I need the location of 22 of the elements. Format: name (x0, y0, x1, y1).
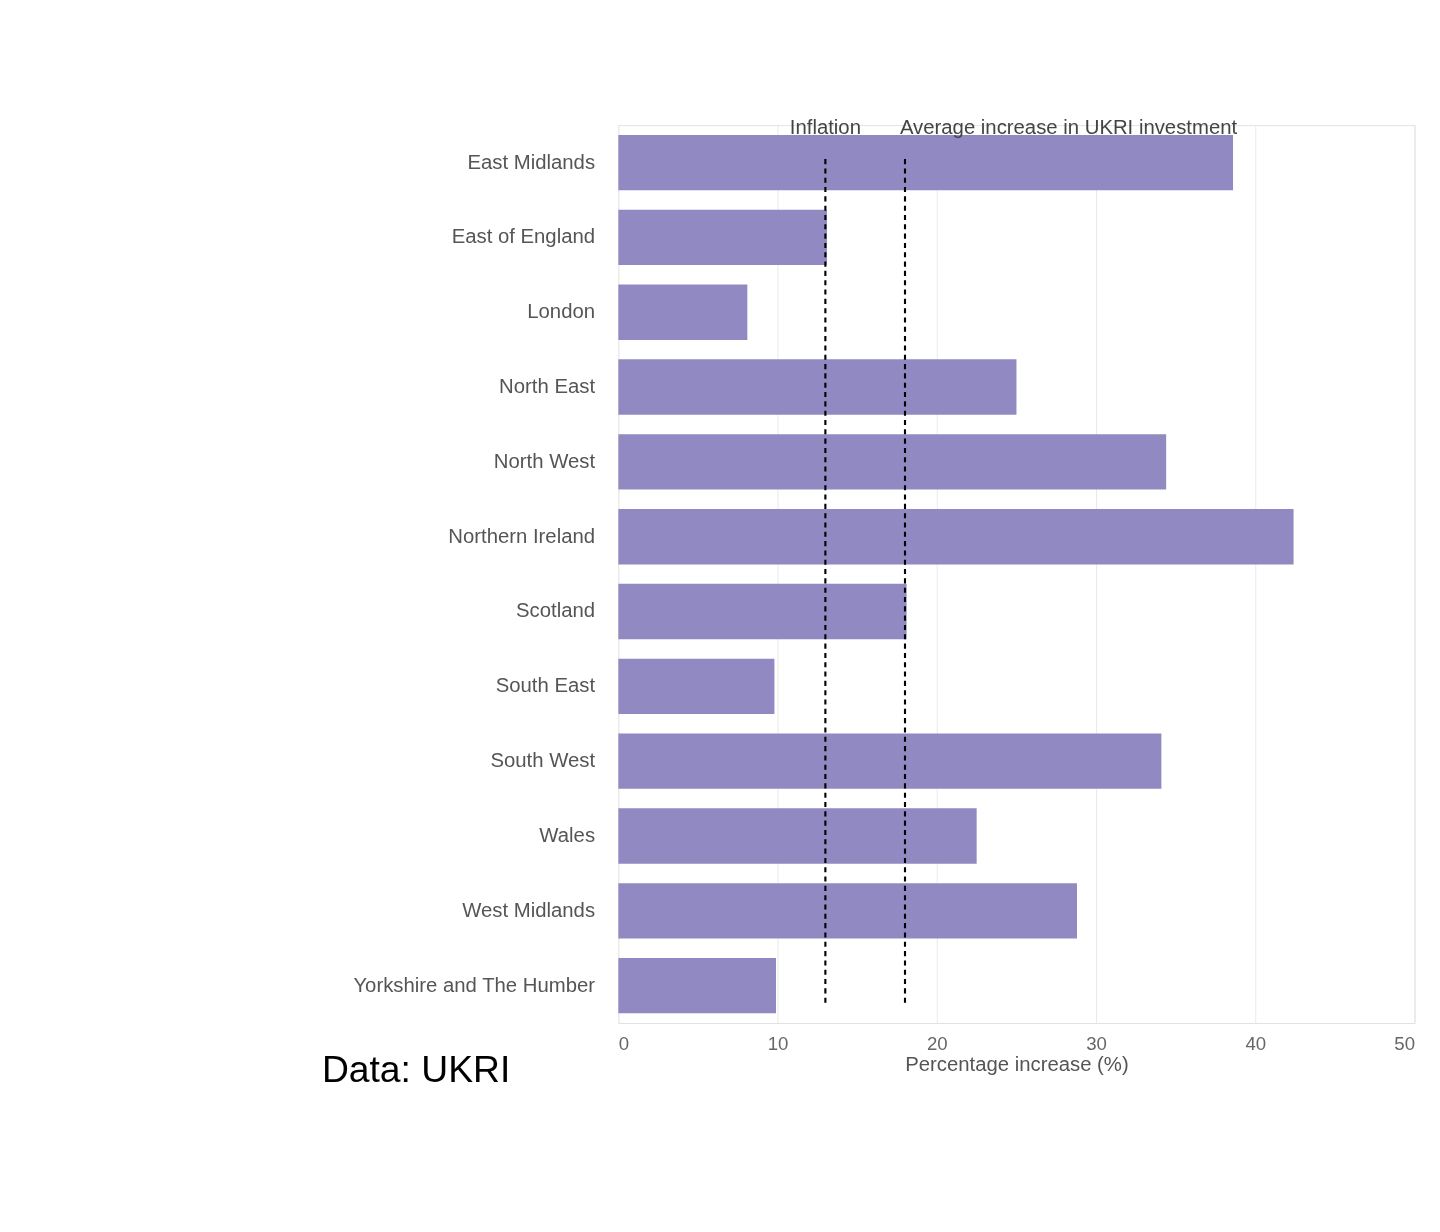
x-axis-title: Percentage increase (%) (905, 1052, 1129, 1075)
y-tick-label: London (527, 300, 596, 323)
y-tick-label: Northern Ireland (448, 524, 596, 547)
y-tick-label: West Midlands (462, 898, 596, 921)
x-tick-label: 50 (1394, 1032, 1416, 1054)
y-tick-label: East of England (451, 225, 596, 248)
y-tick-label: Yorkshire and The Humber (353, 973, 596, 996)
x-tick-label: 0 (618, 1032, 630, 1054)
y-tick-label: South East (495, 674, 596, 697)
y-tick-label: Wales (539, 823, 596, 846)
x-tick-label: 20 (926, 1032, 948, 1054)
ref-line-label: Inflation (789, 116, 861, 139)
x-tick-label: 40 (1245, 1032, 1267, 1054)
y-tick-label: East Midlands (467, 150, 596, 173)
y-tick-label: North East (499, 374, 596, 397)
text: Data: UKRI (321, 1047, 511, 1090)
x-tick-label: 10 (767, 1032, 789, 1054)
ref-line-label: Average increase in UKRI investment (899, 116, 1238, 139)
y-tick-label: Scotland (516, 599, 596, 622)
y-tick-label: North West (493, 449, 596, 472)
x-tick-label: 30 (1086, 1032, 1107, 1054)
y-tick-label: South West (490, 749, 596, 772)
